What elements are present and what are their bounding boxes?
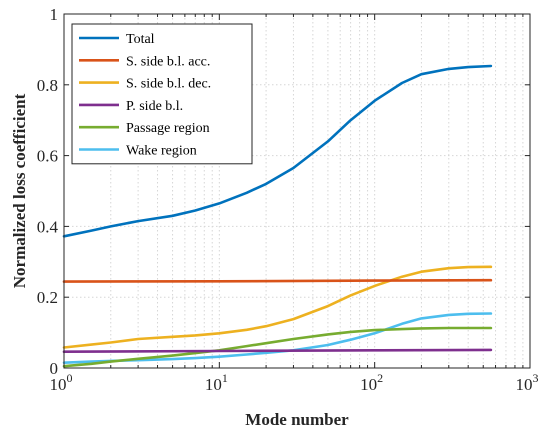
legend-label: S. side b.l. acc. [126,54,210,69]
x-tick-exponent: 0 [67,371,73,385]
plot-frame [63,13,531,369]
legend-label: Passage region [126,121,210,136]
y-tick-label: 0.4 [37,217,59,236]
legend-label: P. side b.l. [126,99,183,114]
x-tick-base: 10 [205,375,222,394]
legend-box [71,23,253,165]
series-lines [62,64,493,368]
x-tick-base: 10 [50,375,67,394]
legend-label: Total [126,32,155,47]
y-tick-label: 0.8 [37,76,58,95]
x-tick-base: 10 [360,375,377,394]
legend-label: S. side b.l. dec. [126,77,211,92]
y-axis-label: Normalized loss coefficient [10,93,29,288]
y-tick-label: 0.2 [37,288,58,307]
x-tick-label: 102 [360,371,383,394]
grid [64,14,530,368]
x-tick-exponent: 1 [222,371,228,385]
y-tick-label: 0 [50,359,59,378]
x-tick-exponent: 2 [377,371,383,385]
legend: Total S. side b.l. acc. S. side b.l. dec. P… [71,23,253,165]
x-axis-label: Mode number [245,410,349,429]
series-line [62,64,493,238]
x-tick-exponent: 3 [533,371,539,385]
series-line [62,265,493,349]
x-tick-label: 101 [205,371,228,394]
x-tick-label: 100 [50,371,73,394]
legend-label: Wake region [126,144,197,159]
x-tick-label: 103 [516,371,539,394]
series-line [62,278,493,283]
y-tick-label: 1 [50,5,59,24]
y-tick-label: 0.6 [37,147,58,166]
x-tick-base: 10 [516,375,533,394]
series-line [62,326,493,368]
series-line [62,348,493,354]
